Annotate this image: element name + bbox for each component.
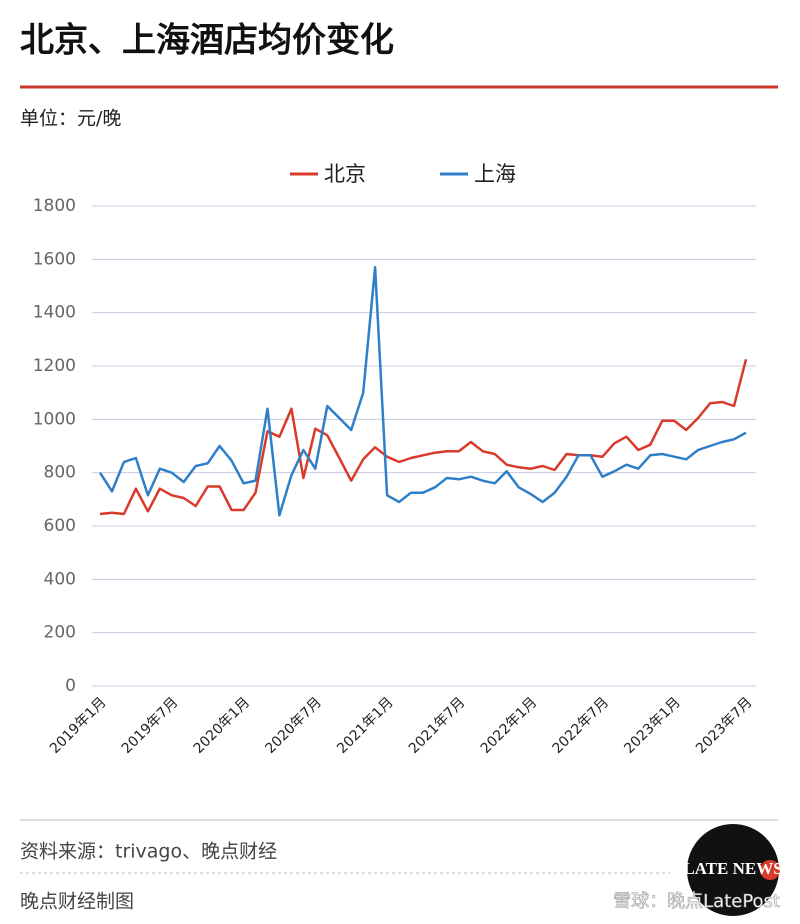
legend-label: 北京 (324, 162, 366, 186)
x-tick-label: 2020年7月 (262, 694, 325, 757)
source: 资料来源：trivago、晚点财经 (20, 841, 277, 863)
series-line (99, 358, 748, 516)
y-tick-label: 1000 (33, 409, 76, 429)
y-tick-label: 800 (44, 463, 76, 483)
y-tick-label: 1600 (33, 249, 76, 269)
x-tick-label: 2022年7月 (549, 694, 612, 757)
y-tick-label: 400 (44, 569, 76, 589)
x-tick-label: 2019年7月 (119, 694, 182, 757)
x-tick-label: 2023年7月 (693, 694, 756, 757)
logo-text: LATE NEWS (683, 859, 782, 878)
watermark: 雪球：晚点LatePost (613, 891, 780, 912)
y-tick-label: 1400 (33, 303, 76, 323)
chart-title: 北京、上海酒店均价变化 (20, 21, 394, 61)
logo-circle (687, 824, 779, 916)
y-tick-label: 200 (44, 623, 76, 643)
x-tick-label: 2023年1月 (621, 694, 684, 757)
x-tick-label: 2021年7月 (406, 694, 469, 757)
x-tick-label: 2020年1月 (191, 694, 254, 757)
x-tick-label: 2019年1月 (47, 694, 110, 757)
credit: 晚点财经制图 (20, 891, 134, 913)
y-tick-label: 600 (44, 516, 76, 536)
x-tick-label: 2022年1月 (478, 694, 541, 757)
series-line (98, 266, 747, 517)
y-tick-label: 0 (65, 676, 76, 696)
unit-label: 单位：元/晚 (20, 108, 121, 130)
legend-label: 上海 (474, 162, 516, 186)
x-tick-label: 2021年1月 (334, 694, 397, 757)
y-tick-label: 1800 (33, 196, 76, 216)
logo-dot (760, 860, 780, 880)
y-tick-label: 1200 (33, 356, 76, 376)
